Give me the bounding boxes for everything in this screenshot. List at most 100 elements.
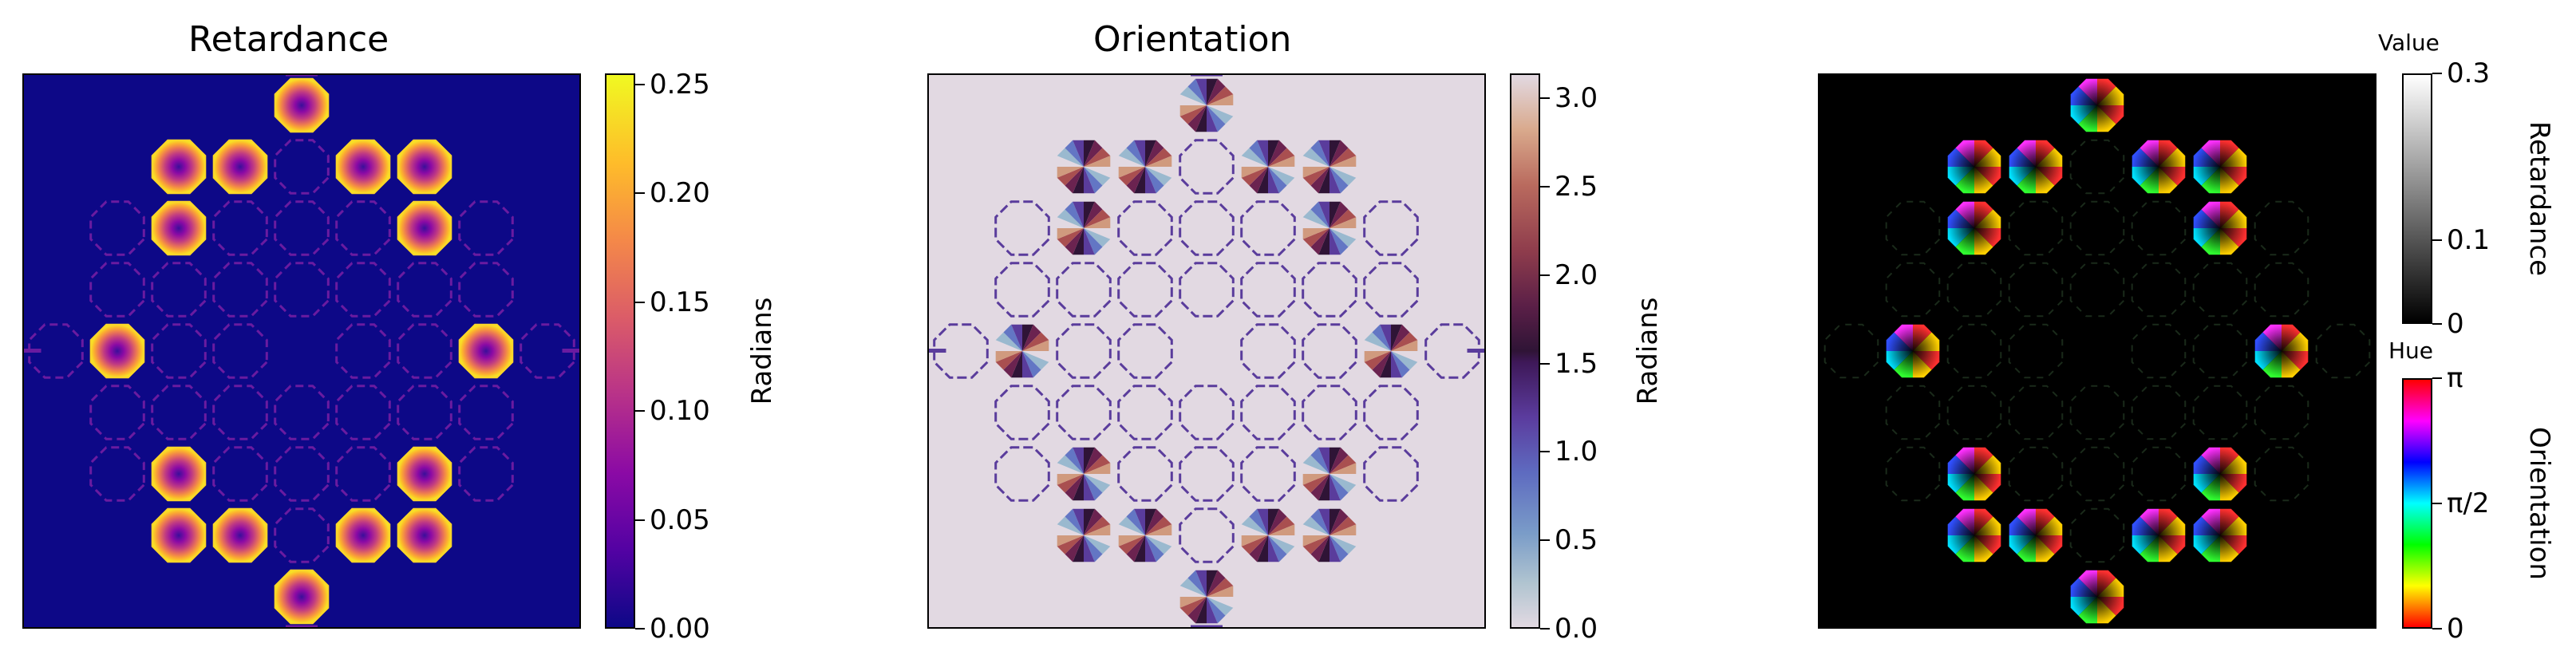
orientation-octagon-wedge (1329, 228, 1357, 242)
orientation-title: Orientation (1093, 19, 1292, 60)
retardance-ring (458, 446, 514, 502)
orientation-octagon-wedge (1316, 201, 1329, 228)
orientation-octagon-wedge (1207, 105, 1234, 119)
orientation-octagon-wedge (1316, 508, 1329, 535)
hue-tick (2432, 377, 2442, 379)
orientation-octagon-wedge (1145, 508, 1159, 535)
orientation-octagon-wedge (1179, 583, 1207, 597)
overlay-octagon-shade (2132, 508, 2186, 562)
orientation-octagon-wedge (1022, 324, 1036, 351)
value-colorbar (2402, 73, 2432, 324)
retardance-ring (397, 262, 452, 318)
orientation-octagon-wedge (1132, 508, 1145, 535)
retardance-ring (28, 323, 84, 379)
orientation-octagon (1364, 324, 1418, 378)
orientation-tick-label: 3.0 (1555, 82, 1598, 115)
overlay-octagon-shade (2193, 447, 2247, 501)
orientation-octagon-wedge (1391, 351, 1405, 378)
orientation-octagon-wedge (1084, 460, 1111, 474)
orientation-octagon-wedge (995, 351, 1022, 365)
orientation-ring (1363, 385, 1419, 440)
orientation-octagon-wedge (1329, 201, 1343, 228)
overlay-ring (2069, 262, 2125, 318)
retardance-ring (89, 446, 145, 502)
overlay-ring (2008, 446, 2064, 502)
orientation-octagon-wedge (1302, 167, 1329, 180)
overlay-octagon-shade (2254, 324, 2309, 378)
orientation-tick-label: 1.0 (1555, 436, 1598, 468)
orientation-octagon-wedge (1179, 92, 1207, 105)
retardance-ring (335, 385, 391, 440)
retardance-tick (635, 519, 645, 521)
orientation-octagon-wedge (1268, 535, 1282, 562)
retardance-octagon (397, 446, 452, 502)
retardance-ring (458, 200, 514, 256)
orientation-octagon-wedge (1057, 167, 1084, 180)
retardance-ring (335, 262, 391, 318)
orientation-octagon-wedge (1302, 522, 1329, 535)
orientation-colorbar-label: Radians (1632, 297, 1664, 405)
overlay-ring (1946, 323, 2002, 379)
orientation-octagon-wedge (1084, 140, 1097, 167)
retardance-ring (335, 200, 391, 256)
orientation-tick-label: 0.5 (1555, 524, 1598, 557)
value-tick (2432, 73, 2442, 74)
orientation-octagon-wedge (1057, 153, 1084, 167)
retardance-ring (151, 262, 207, 318)
orientation-octagon-wedge (1070, 474, 1084, 501)
retardance-ring (397, 323, 452, 379)
retardance-octagon (397, 139, 452, 195)
orientation-edge-mark (929, 349, 946, 353)
retardance-tick-label: 0.10 (650, 395, 710, 428)
orientation-octagon-wedge (1241, 167, 1268, 180)
orientation-octagon-wedge (1316, 167, 1329, 194)
orientation-octagon-wedge (1241, 535, 1268, 549)
overlay-octagon-shade (1947, 447, 2001, 501)
orientation-octagon-wedge (1329, 474, 1343, 501)
overlay-ring (2069, 200, 2125, 256)
orientation-octagon-wedge (1329, 153, 1357, 167)
hue-colorbar (2402, 378, 2432, 629)
orientation-ring (1117, 323, 1173, 379)
retardance-edge-mark (562, 349, 579, 353)
retardance-ring (212, 323, 268, 379)
overlay-octagon-shade (2070, 78, 2124, 132)
overlay-octagon-shade (1947, 201, 2001, 255)
orientation-ring (933, 323, 989, 379)
orientation-octagon-wedge (1302, 474, 1329, 487)
retardance-octagon (212, 139, 268, 195)
retardance-ring (274, 446, 330, 502)
overlay-octagon-shade (2193, 508, 2247, 562)
retardance-ring (520, 323, 575, 379)
hue-tick (2432, 628, 2442, 630)
orientation-octagon-wedge (1070, 167, 1084, 194)
retardance-octagon (151, 507, 207, 563)
orientation-octagon-wedge (995, 337, 1022, 351)
retardance-ring (335, 323, 391, 379)
orientation-octagon-wedge (1254, 167, 1268, 194)
overlay-octagon-shade (1947, 140, 2001, 194)
overlay-ring (2131, 200, 2187, 256)
retardance-ring (151, 323, 207, 379)
orientation-ring (1302, 323, 1357, 379)
retardance-ring (212, 385, 268, 440)
orientation-octagon-wedge (1377, 324, 1391, 351)
orientation-octagon-wedge (1070, 201, 1084, 228)
overlay-ring (2315, 323, 2371, 379)
orientation-octagon-wedge (1132, 535, 1145, 562)
retardance-ring (151, 385, 207, 440)
orientation-octagon-wedge (1132, 167, 1145, 194)
orientation-octagon-wedge (1207, 570, 1220, 597)
retardance-ring (274, 139, 330, 195)
orientation-ring (1179, 200, 1235, 256)
value-tick (2432, 323, 2442, 325)
orientation-ring (1117, 385, 1173, 440)
orientation-octagon-wedge (1207, 92, 1234, 105)
retardance-octagon (335, 139, 391, 195)
orientation-octagon-wedge (1145, 535, 1159, 562)
overlay-ring (2008, 385, 2064, 440)
retardance-octagon (212, 507, 268, 563)
orientation-octagon-wedge (1084, 215, 1111, 228)
orientation-octagon-wedge (1329, 522, 1357, 535)
orientation-ring (1117, 262, 1173, 318)
